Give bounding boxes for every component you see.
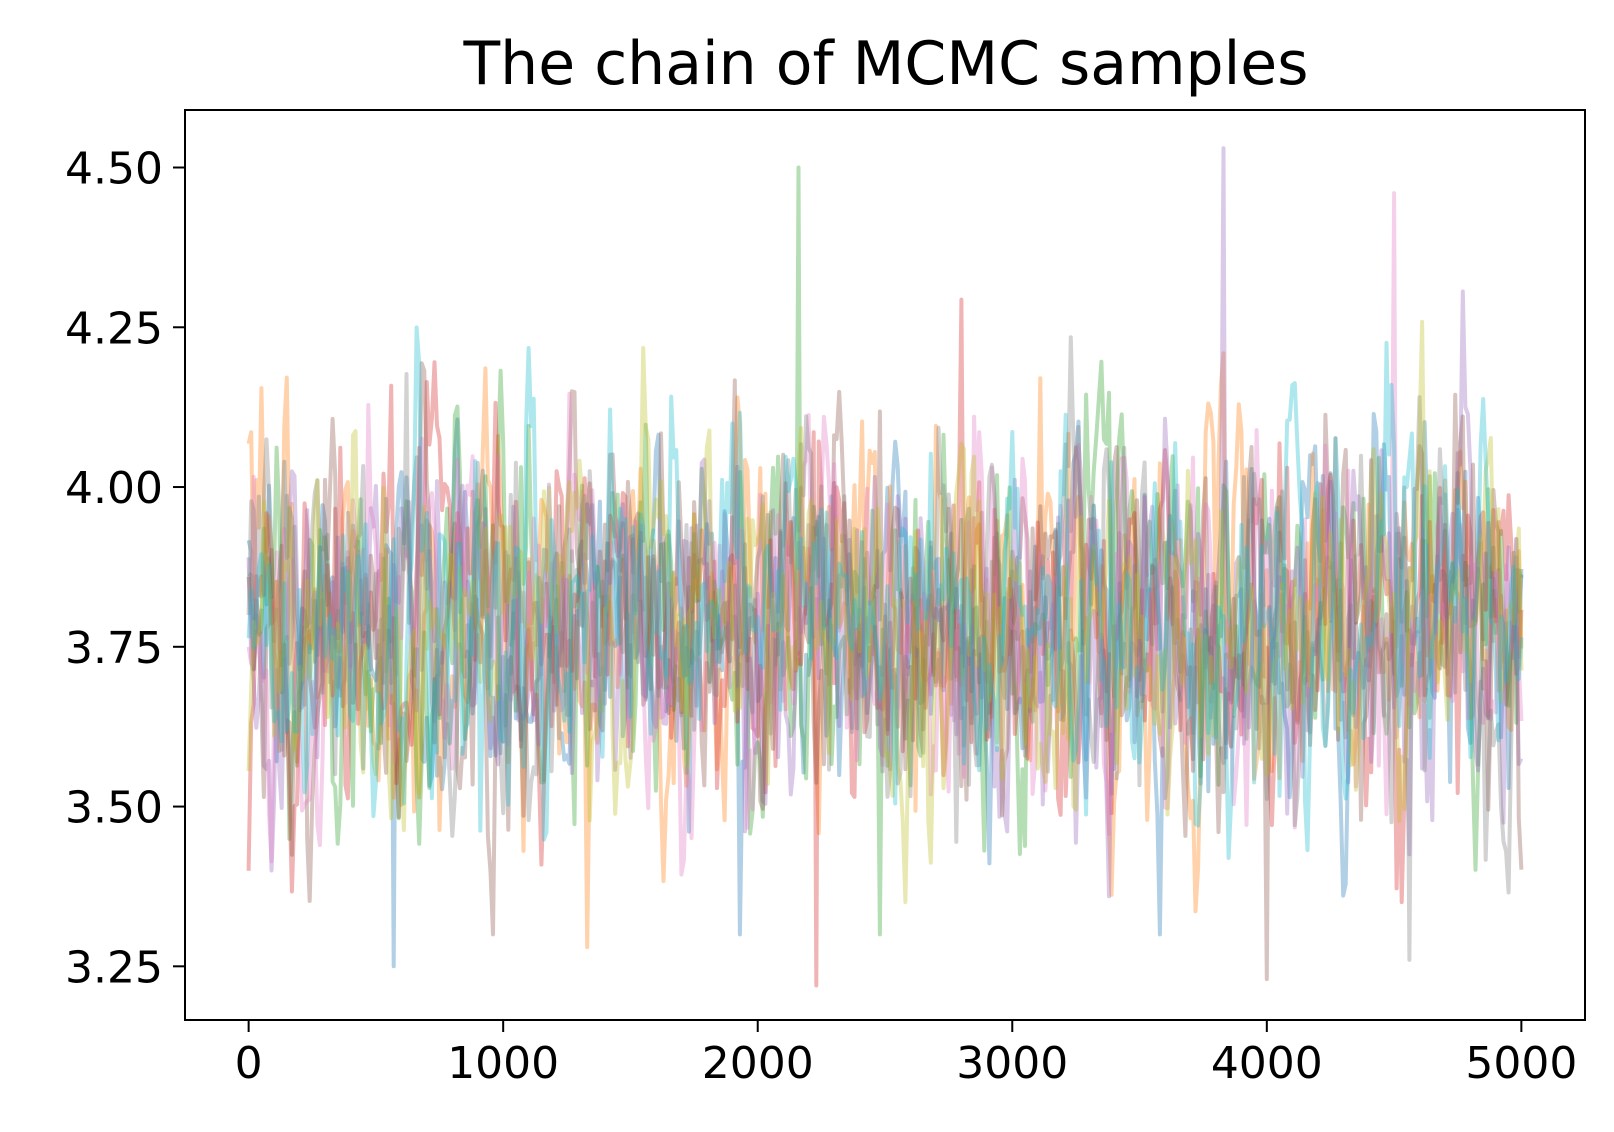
y-axis: 3.25 3.50 3.75 4.00 4.25 4.50 (65, 144, 185, 993)
chain-series-line (246, 319, 1524, 904)
chain-series-line (246, 146, 1524, 899)
x-axis: 0 1000 2000 3000 4000 5000 (235, 1020, 1577, 1089)
x-tick-label: 3000 (956, 1038, 1068, 1089)
y-tick-label: 4.25 (65, 303, 163, 354)
x-tick-label: 2000 (702, 1038, 814, 1089)
chain-series-line (246, 351, 1524, 950)
chain-series-line (246, 335, 1524, 962)
chain-series-group (246, 146, 1524, 988)
chain-series-line (246, 325, 1524, 860)
plot-frame (184, 109, 1586, 1021)
y-tick-label: 3.50 (65, 783, 163, 834)
chain-series-line (246, 412, 1524, 969)
plot-area-background (185, 110, 1585, 1020)
x-tick-label: 4000 (1211, 1038, 1323, 1089)
y-tick-label: 4.50 (65, 144, 163, 195)
chain-series-line (247, 165, 1524, 937)
y-tick-label: 4.00 (65, 463, 163, 514)
chart-title: The chain of MCMC samples (463, 29, 1309, 99)
chain-series-line (246, 297, 1524, 988)
y-tick-label: 3.75 (65, 623, 163, 674)
chain-series-line (246, 361, 1524, 982)
x-tick-label: 5000 (1465, 1038, 1577, 1089)
y-tick-label: 3.25 (65, 942, 163, 993)
chain-series-line (246, 191, 1524, 877)
x-tick-label: 1000 (447, 1038, 559, 1089)
x-tick-label: 0 (235, 1038, 263, 1089)
